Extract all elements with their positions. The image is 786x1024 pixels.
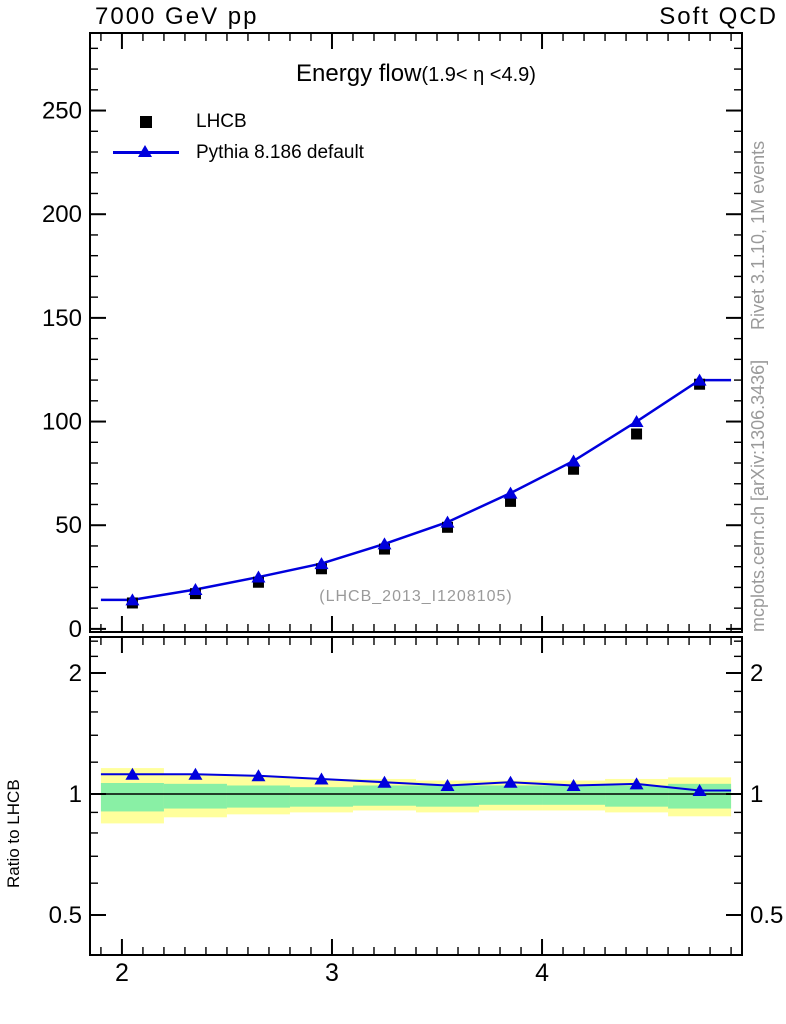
- square-marker-icon: [112, 106, 180, 137]
- band-green-bin: [479, 785, 543, 805]
- legend-label-mc: Pythia 8.186 default: [196, 141, 364, 163]
- band-green-bin: [163, 783, 227, 809]
- mc-point-triangle: [440, 515, 455, 528]
- xtick-label: 2: [115, 959, 129, 987]
- legend: LHCB Pythia 8.186 default: [112, 106, 364, 168]
- ratio-axis-label: Ratio to LHCB: [4, 779, 23, 888]
- band-green-bin: [542, 785, 606, 805]
- band-green-bin: [605, 785, 669, 807]
- process-group-label: Soft QCD: [659, 3, 778, 30]
- plot-title: Energy flow(1.9< η <4.9): [90, 60, 742, 88]
- tick-labels: 0 50 100 150 200 250 2 2 1 1 0.5 0.5 2 3 4: [42, 98, 783, 987]
- data-point-square: [631, 428, 643, 440]
- legend-label-data: LHCB: [196, 110, 247, 132]
- mcplots-arxiv-note: mcplots.cern.ch [arXiv:1306.3436]: [748, 359, 768, 632]
- mc-point-triangle: [629, 415, 644, 428]
- mc-point-triangle: [566, 778, 581, 791]
- main-ytick-label: 150: [42, 305, 82, 332]
- data-series: [100, 373, 732, 797]
- ratio-ytick-label-left: 2: [69, 660, 82, 687]
- band-green-bin: [416, 785, 480, 807]
- mc-point-triangle: [125, 593, 140, 606]
- ratio-ytick-label-left: 1: [69, 781, 82, 808]
- mc-point-triangle: [629, 777, 644, 790]
- mc-point-triangle: [314, 772, 329, 785]
- mc-line: [100, 378, 732, 602]
- band-green-bin: [352, 785, 416, 806]
- mc-point-triangle: [503, 775, 518, 788]
- ratio-uncertainty-bands: [90, 768, 742, 824]
- mc-point-triangle: [377, 775, 392, 788]
- mc-point-triangle: [503, 486, 518, 499]
- ratio-ytick-label-right: 0.5: [750, 902, 783, 929]
- beam-energy-label: 7000 GeV pp: [95, 3, 259, 30]
- ratio-line: [100, 773, 732, 792]
- mc-point-triangle: [188, 582, 203, 595]
- axes-and-ticks: [89, 32, 743, 956]
- ratio-ytick-label-right: 1: [750, 781, 763, 808]
- plot-title-eta-range: (1.9< η <4.9): [421, 64, 536, 86]
- analysis-id-watermark: (LHCB_2013_I1208105): [319, 588, 513, 605]
- legend-entry-data: LHCB: [112, 106, 364, 137]
- ratio-ytick-label-right: 2: [750, 660, 763, 687]
- mc-point-triangle: [251, 570, 266, 583]
- legend-entry-mc: Pythia 8.186 default: [112, 137, 364, 168]
- band-green-bin: [100, 783, 164, 812]
- rivet-version-note: Rivet 3.1.10, 1M events: [748, 140, 768, 330]
- main-ytick-label: 50: [55, 512, 82, 539]
- mc-point-triangle: [125, 767, 140, 780]
- mc-point-triangle: [692, 784, 707, 797]
- mc-point-triangle: [692, 373, 707, 386]
- mc-point-triangle: [566, 454, 581, 467]
- data-point-square: [568, 463, 580, 475]
- main-ytick-label: 0: [69, 616, 82, 643]
- plot-title-main: Energy flow: [296, 60, 422, 87]
- main-ytick-label: 100: [42, 409, 82, 436]
- mc-point-triangle: [440, 778, 455, 791]
- band-green-bin: [289, 787, 353, 807]
- main-ytick-label: 250: [42, 98, 82, 125]
- mc-point-triangle: [251, 769, 266, 782]
- data-point-square: [505, 495, 517, 507]
- mc-point-triangle: [188, 767, 203, 780]
- main-ytick-label: 200: [42, 201, 82, 228]
- triangle-line-marker-icon: [112, 137, 180, 168]
- ratio-ytick-label-left: 0.5: [49, 902, 82, 929]
- xtick-label: 3: [325, 959, 339, 987]
- xtick-label: 4: [535, 959, 549, 987]
- mc-point-triangle: [377, 537, 392, 550]
- mc-point-triangle: [314, 557, 329, 570]
- band-green-bin: [226, 785, 290, 808]
